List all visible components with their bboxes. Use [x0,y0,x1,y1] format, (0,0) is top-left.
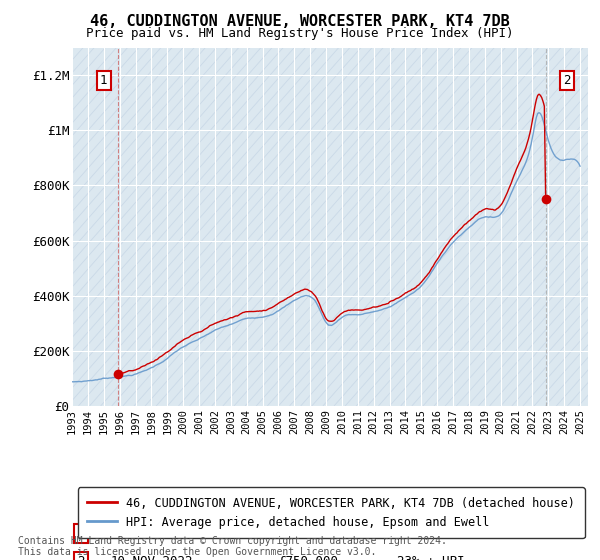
Text: 15-DEC-1995: 15-DEC-1995 [110,527,193,540]
Text: 46, CUDDINGTON AVENUE, WORCESTER PARK, KT4 7DB: 46, CUDDINGTON AVENUE, WORCESTER PARK, K… [90,14,510,29]
Text: 2: 2 [563,74,571,87]
Text: £750,000: £750,000 [278,556,338,560]
Text: 23% ↓ HPI: 23% ↓ HPI [397,556,464,560]
Text: 2: 2 [77,556,85,560]
Text: 24% ↓ HPI: 24% ↓ HPI [397,527,464,540]
Text: £115,000: £115,000 [278,527,338,540]
Text: 1: 1 [77,527,85,540]
Text: Contains HM Land Registry data © Crown copyright and database right 2024.
This d: Contains HM Land Registry data © Crown c… [18,535,447,557]
Text: 1: 1 [100,74,107,87]
Text: 10-NOV-2022: 10-NOV-2022 [110,556,193,560]
Legend: 46, CUDDINGTON AVENUE, WORCESTER PARK, KT4 7DB (detached house), HPI: Average pr: 46, CUDDINGTON AVENUE, WORCESTER PARK, K… [78,487,584,538]
Text: Price paid vs. HM Land Registry's House Price Index (HPI): Price paid vs. HM Land Registry's House … [86,27,514,40]
